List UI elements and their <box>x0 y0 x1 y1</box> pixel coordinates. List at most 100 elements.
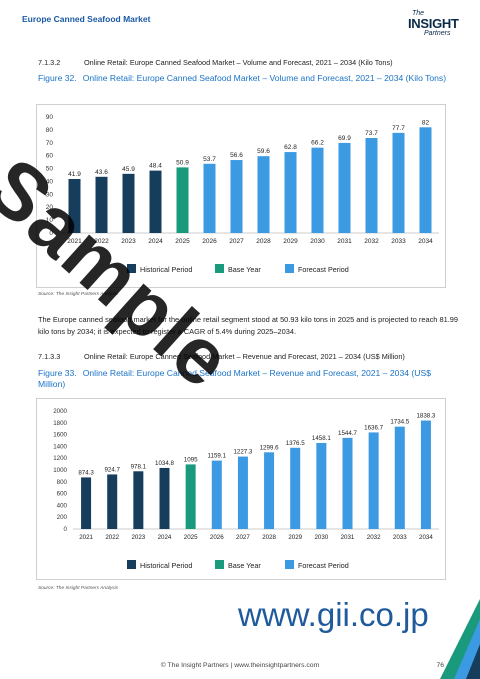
data-label: 924.7 <box>104 466 120 473</box>
header-title: Europe Canned Seafood Market <box>22 14 151 24</box>
figure-caption: Online Retail: Europe Canned Seafood Mar… <box>82 73 447 83</box>
legend-swatch <box>127 264 136 273</box>
legend-swatch <box>215 264 224 273</box>
x-tick-label: 2032 <box>367 534 381 541</box>
x-tick-label: 2023 <box>131 534 145 541</box>
logo-insight: INSIGHT <box>408 16 459 31</box>
bar <box>176 167 189 233</box>
bar <box>185 464 196 529</box>
x-tick-label: 2033 <box>391 238 406 245</box>
x-tick-label: 2027 <box>229 238 244 245</box>
bar <box>311 147 324 233</box>
section-heading-1: 7.1.3.2 Online Retail: Europe Canned Seaf… <box>38 58 393 67</box>
bar <box>394 426 405 529</box>
y-tick-label: 400 <box>57 502 68 509</box>
data-label: 73.7 <box>365 130 378 137</box>
y-tick-label: 800 <box>57 479 68 486</box>
data-label: 82 <box>422 119 430 126</box>
y-tick-label: 200 <box>57 514 68 521</box>
bar <box>107 474 118 529</box>
x-tick-label: 2022 <box>94 238 109 245</box>
data-label: 1376.5 <box>286 440 305 447</box>
legend-label: Base Year <box>228 265 261 274</box>
data-label: 48.4 <box>149 163 162 170</box>
data-label: 66.2 <box>311 140 324 147</box>
bar <box>122 173 135 233</box>
bar <box>290 447 301 529</box>
insight-partners-logo: The INSIGHT Partners <box>406 6 466 42</box>
logo-the: The <box>412 10 425 17</box>
bar <box>95 176 108 233</box>
bar <box>68 178 81 233</box>
y-tick-label: 40 <box>46 178 54 185</box>
data-label: 77.7 <box>392 125 405 132</box>
section-heading-2: 7.1.3.3 Online Retail: Europe Canned Seaf… <box>38 352 405 361</box>
section-number: 7.1.3.3 <box>38 352 61 361</box>
bar <box>368 432 379 529</box>
page-number: 76 <box>436 662 444 669</box>
y-tick-label: 20 <box>46 204 54 211</box>
data-label: 56.6 <box>230 152 243 159</box>
y-tick-label: 30 <box>46 191 54 198</box>
bar <box>420 420 431 529</box>
legend-swatch <box>285 560 294 569</box>
legend-label: Forecast Period <box>298 265 349 274</box>
bar <box>338 142 351 233</box>
bar <box>392 132 405 233</box>
bar <box>237 456 248 529</box>
y-tick-label: 10 <box>46 217 54 224</box>
source-note-2: Source: The Insight Partners Analysis <box>38 586 119 591</box>
x-tick-label: 2022 <box>105 534 119 541</box>
legend-label: Base Year <box>228 561 261 570</box>
y-tick-label: 0 <box>49 230 53 237</box>
data-label: 43.6 <box>95 169 108 176</box>
x-tick-label: 2024 <box>148 238 163 245</box>
data-label: 1227.3 <box>233 449 252 456</box>
bar <box>203 163 216 233</box>
x-tick-label: 2021 <box>67 238 82 245</box>
x-tick-label: 2026 <box>202 238 217 245</box>
data-label: 41.9 <box>68 171 81 178</box>
x-tick-label: 2030 <box>314 534 328 541</box>
bar <box>342 437 353 529</box>
data-label: 874.3 <box>78 469 94 476</box>
data-label: 1458.1 <box>312 435 331 442</box>
x-tick-label: 2033 <box>393 534 407 541</box>
bar <box>149 170 162 233</box>
summary-paragraph: The Europe canned seafood market for the… <box>38 315 458 336</box>
x-tick-label: 2031 <box>341 534 355 541</box>
figure-number: Figure 33. <box>38 368 77 378</box>
figure-caption: Online Retail: Europe Canned Seafood Mar… <box>38 368 431 389</box>
data-label: 45.9 <box>122 166 135 173</box>
x-tick-label: 2028 <box>262 534 276 541</box>
volume-chart-svg: 010203040506070809041.9202143.6202245.92… <box>46 114 439 274</box>
bar <box>264 452 275 529</box>
data-label: 50.9 <box>176 159 189 166</box>
gii-watermark: www.gii.co.jp <box>238 596 429 633</box>
bar <box>159 467 170 529</box>
y-tick-label: 0 <box>64 526 68 533</box>
legend-swatch <box>215 560 224 569</box>
x-tick-label: 2030 <box>310 238 325 245</box>
x-tick-label: 2026 <box>210 534 224 541</box>
x-tick-label: 2021 <box>79 534 93 541</box>
y-tick-label: 70 <box>46 140 54 147</box>
revenue-chart-svg: 0 200 400 600 800 1000 1200 1400 1600 1800 2000 874… <box>53 408 439 570</box>
legend-label: Forecast Period <box>298 561 349 570</box>
bar <box>316 442 327 529</box>
data-label: 53.7 <box>203 156 216 163</box>
y-tick-label: 1200 <box>53 455 67 462</box>
y-tick-label: 80 <box>46 127 54 134</box>
bar <box>133 471 144 529</box>
y-tick-label: 90 <box>46 114 54 121</box>
y-tick-label: 1400 <box>53 443 67 450</box>
data-label: 59.6 <box>257 148 270 155</box>
x-tick-label: 2029 <box>288 534 302 541</box>
data-label: 69.9 <box>338 135 351 142</box>
data-label: 62.8 <box>284 144 297 151</box>
bar <box>284 152 297 233</box>
x-tick-label: 2028 <box>256 238 271 245</box>
x-tick-label: 2023 <box>121 238 136 245</box>
x-tick-label: 2034 <box>419 534 433 541</box>
x-tick-label: 2024 <box>158 534 172 541</box>
